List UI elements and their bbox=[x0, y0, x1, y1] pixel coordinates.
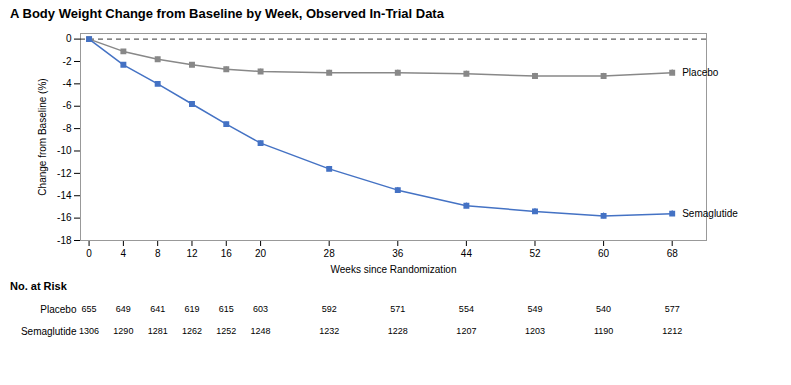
svg-text:-6: -6 bbox=[63, 100, 72, 111]
svg-text:Placebo: Placebo bbox=[682, 67, 719, 78]
html-text:No. at Risk: No. at Risk bbox=[10, 280, 67, 292]
svg-text:592: 592 bbox=[322, 304, 337, 314]
svg-text:540: 540 bbox=[596, 304, 611, 314]
svg-text:577: 577 bbox=[665, 304, 680, 314]
svg-text:0: 0 bbox=[86, 248, 92, 259]
svg-text:52: 52 bbox=[529, 248, 541, 259]
svg-text:1248: 1248 bbox=[251, 326, 271, 336]
svg-text:60: 60 bbox=[598, 248, 610, 259]
svg-text:-10: -10 bbox=[57, 145, 72, 156]
svg-text:619: 619 bbox=[184, 304, 199, 314]
svg-text:1203: 1203 bbox=[525, 326, 545, 336]
svg-text:655: 655 bbox=[82, 304, 97, 314]
svg-text:571: 571 bbox=[390, 304, 405, 314]
svg-text:0: 0 bbox=[66, 33, 72, 44]
svg-text:1190: 1190 bbox=[594, 326, 613, 336]
svg-text:-12: -12 bbox=[57, 168, 72, 179]
svg-text:8: 8 bbox=[155, 248, 161, 259]
svg-text:-8: -8 bbox=[63, 123, 72, 134]
svg-text:-4: -4 bbox=[63, 78, 72, 89]
svg-text:1252: 1252 bbox=[216, 326, 236, 336]
svg-text:549: 549 bbox=[527, 304, 542, 314]
svg-text:641: 641 bbox=[150, 304, 165, 314]
svg-text:-16: -16 bbox=[57, 212, 72, 223]
html-text:A Body Weight Change from Base: A Body Weight Change from Baseline by We… bbox=[10, 6, 444, 21]
svg-text:28: 28 bbox=[324, 248, 336, 259]
svg-text:44: 44 bbox=[461, 248, 473, 259]
svg-text:16: 16 bbox=[221, 248, 233, 259]
svg-text:Semaglutide: Semaglutide bbox=[21, 326, 77, 337]
svg-text:-14: -14 bbox=[57, 190, 72, 201]
svg-text:649: 649 bbox=[116, 304, 131, 314]
svg-text:1281: 1281 bbox=[148, 326, 168, 336]
svg-text:36: 36 bbox=[392, 248, 404, 259]
svg-text:-2: -2 bbox=[63, 56, 72, 67]
svg-text:Change from Baseline (%): Change from Baseline (%) bbox=[37, 78, 48, 195]
svg-text:603: 603 bbox=[253, 304, 268, 314]
svg-text:Placebo: Placebo bbox=[40, 304, 77, 315]
svg-text:4: 4 bbox=[121, 248, 127, 259]
svg-text:Semaglutide: Semaglutide bbox=[682, 208, 738, 219]
svg-text:554: 554 bbox=[459, 304, 474, 314]
svg-text:20: 20 bbox=[255, 248, 267, 259]
svg-text:1306: 1306 bbox=[79, 326, 99, 336]
svg-text:1212: 1212 bbox=[662, 326, 682, 336]
svg-text:615: 615 bbox=[219, 304, 234, 314]
svg-text:1228: 1228 bbox=[388, 326, 408, 336]
svg-text:-18: -18 bbox=[57, 235, 72, 246]
svg-text:68: 68 bbox=[667, 248, 679, 259]
svg-text:1232: 1232 bbox=[319, 326, 339, 336]
svg-text:1262: 1262 bbox=[182, 326, 202, 336]
svg-text:Weeks since Randomization: Weeks since Randomization bbox=[331, 264, 457, 275]
svg-text:1290: 1290 bbox=[113, 326, 133, 336]
svg-text:1207: 1207 bbox=[456, 326, 476, 336]
svg-text:12: 12 bbox=[186, 248, 198, 259]
